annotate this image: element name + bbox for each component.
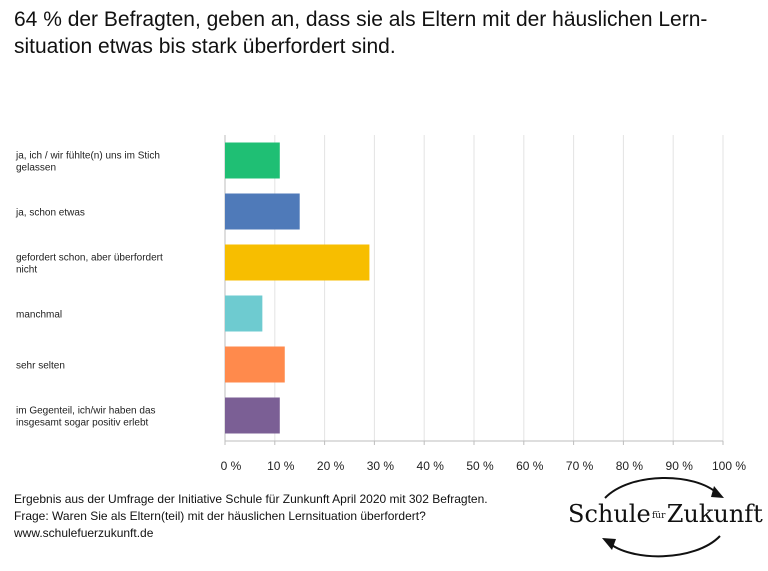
category-label: im Gegenteil, ich/wir haben das insgesamt… [16, 406, 156, 429]
x-tick-label: 30 % [367, 459, 395, 473]
category-label: manchmal [16, 310, 62, 321]
bar [225, 193, 300, 230]
bar-chart: ja, ich / wir fühlte(n) uns im Stich gela… [15, 135, 747, 473]
footer-question: Frage: Waren Sie als Eltern(teil) mit de… [14, 509, 426, 523]
logo-word-schule: Schule [568, 500, 651, 528]
bar [225, 346, 285, 383]
x-tick-label: 0 % [221, 459, 242, 473]
category-label: gefordert schon, aber überfordert nicht [16, 253, 163, 276]
category-label: sehr selten [16, 361, 65, 372]
bar [225, 397, 280, 434]
x-tick-label: 90 % [666, 459, 694, 473]
grid-lines [224, 135, 724, 445]
bar [225, 244, 370, 281]
x-tick-label: 60 % [516, 459, 544, 473]
x-tick-label: 10 % [267, 459, 295, 473]
footer: Ergebnis aus der Umfrage der Initiative … [14, 491, 574, 542]
chart-headline: 64 % der Befragten, geben an, dass sie a… [14, 8, 708, 58]
category-label: ja, schon etwas [15, 208, 85, 219]
x-tick-label: 20 % [317, 459, 345, 473]
category-labels: ja, ich / wir fühlte(n) uns im Stich gela… [15, 151, 163, 429]
logo-arrows-icon [602, 477, 724, 558]
footer-website: www.schulefuerzukunft.de [14, 526, 154, 540]
x-tick-label: 40 % [417, 459, 445, 473]
x-tick-label: 50 % [466, 459, 494, 473]
x-tick-labels: 0 % 10 % 20 % 30 % 40 % 50 % 60 % 70 % 80 % 90 % 1… [221, 459, 747, 473]
logo-word-fuer: für [651, 511, 666, 521]
bar [225, 142, 280, 179]
x-tick-label: 70 % [566, 459, 594, 473]
bar [225, 295, 263, 332]
footer-source: Ergebnis aus der Umfrage der Initiative … [14, 492, 488, 506]
logo-word-zukunft: Zukunft [666, 500, 763, 528]
schule-fuer-zukunft-logo: SchulefürZukunft [560, 470, 765, 565]
logo-text: SchulefürZukunft [568, 500, 763, 528]
x-tick-label: 80 % [616, 459, 644, 473]
bars [225, 142, 370, 434]
category-label: ja, ich / wir fühlte(n) uns im Stich gela… [15, 151, 160, 174]
x-tick-label: 100 % [712, 459, 746, 473]
